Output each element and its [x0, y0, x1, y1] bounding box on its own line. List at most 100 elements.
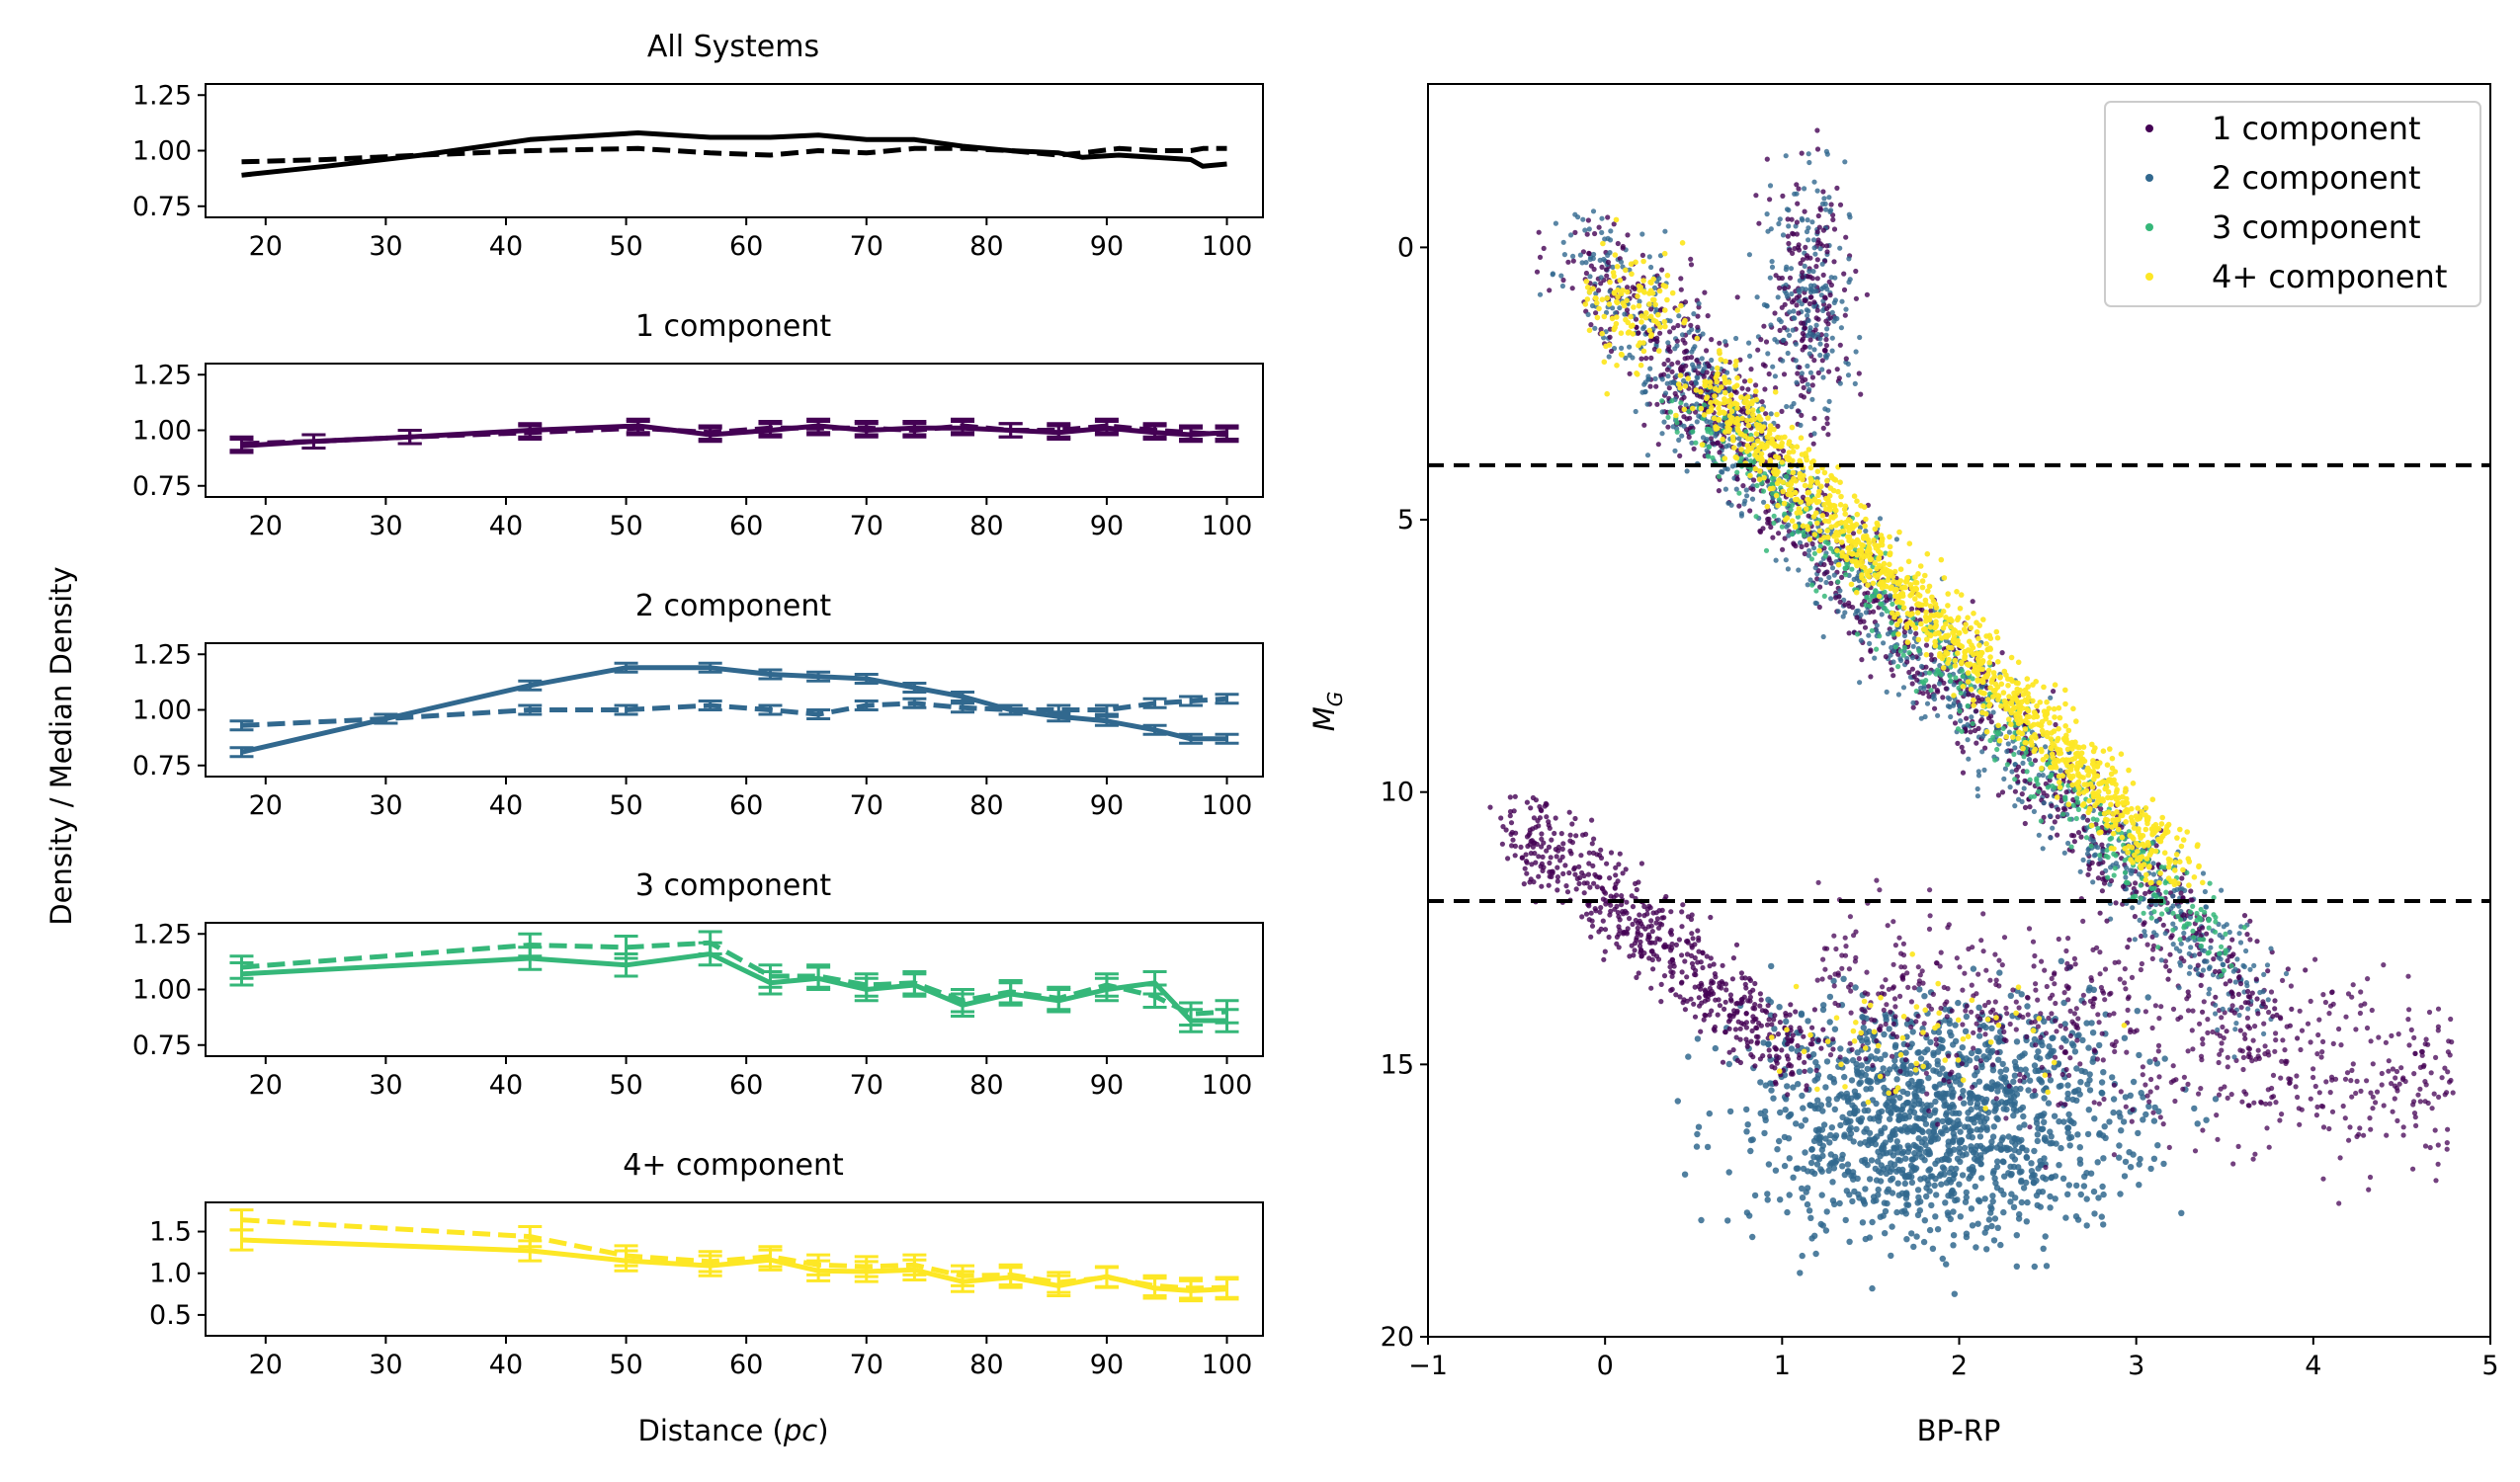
cmd-star	[2064, 1095, 2071, 1103]
cmd-star	[1650, 966, 1656, 972]
cmd-star	[2000, 1208, 2007, 1216]
cmd-star	[2235, 975, 2242, 981]
cmd-star	[2113, 900, 2119, 906]
cmd-star	[1966, 692, 1972, 698]
cmd-star	[2155, 1048, 2161, 1054]
cmd-star	[1957, 1128, 1964, 1135]
cmd-star	[1928, 1201, 1935, 1209]
cmd-star	[1785, 566, 1791, 572]
series-line-dashed	[241, 145, 1227, 165]
cmd-star	[1856, 1080, 1863, 1088]
cmd-star	[2178, 1015, 2184, 1021]
x-tick-label: 80	[969, 1070, 1003, 1101]
cmd-star	[1768, 1087, 1775, 1094]
cmd-star	[1903, 1192, 1910, 1198]
cmd-star	[2089, 860, 2095, 865]
cmd-star	[1900, 941, 1906, 947]
cmd-star	[1766, 1017, 1772, 1023]
cmd-star	[2041, 1155, 2048, 1162]
error-bar	[614, 661, 638, 674]
cmd-star	[1941, 1165, 1948, 1173]
cmd-star	[1949, 1102, 1956, 1109]
cmd-star	[2364, 1025, 2371, 1031]
cmd-star	[1968, 1049, 1975, 1057]
cmd-star	[2320, 992, 2326, 998]
cmd-star	[2150, 1155, 2158, 1163]
cmd-star	[2354, 1078, 2360, 1084]
cmd-star	[1717, 340, 1722, 346]
cmd-star	[1733, 942, 1740, 947]
cmd-star	[1737, 1026, 1743, 1031]
cmd-star	[1614, 892, 1620, 898]
cmd-star	[1645, 937, 1651, 943]
cmd-star	[1837, 588, 1843, 594]
cmd-star	[1951, 1171, 1958, 1179]
cmd-star	[2099, 888, 2105, 894]
cmd-star	[1782, 1107, 1789, 1113]
cmd-star	[1878, 1024, 1884, 1029]
cmd-star	[1974, 1094, 1982, 1101]
cmd-star	[1913, 1123, 1920, 1130]
cmd-star	[1907, 628, 1913, 635]
cmd-star	[1900, 976, 1906, 982]
cmd-star	[1547, 860, 1553, 866]
cmd-star	[1914, 1187, 1922, 1194]
cmd-star	[1982, 745, 1988, 751]
cmd-star	[2117, 1113, 2124, 1120]
cmd-star	[1780, 546, 1786, 552]
cmd-star	[2450, 1090, 2456, 1096]
cmd-star	[1989, 1193, 1996, 1199]
error-bar	[397, 429, 422, 446]
cmd-star	[2186, 950, 2192, 956]
cmd-star	[2031, 1147, 2038, 1155]
cmd-star	[2091, 1210, 2098, 1217]
cmd-star	[1945, 695, 1951, 700]
cmd-star	[1793, 1120, 1800, 1127]
cmd-star	[1755, 1033, 1761, 1040]
cmd-star	[1956, 1149, 1964, 1156]
cmd-star	[2272, 998, 2278, 1004]
cmd-star	[1934, 1061, 1942, 1068]
cmd-star	[1685, 1053, 1692, 1060]
cmd-star	[1951, 700, 1957, 706]
cmd-star	[2030, 1180, 2038, 1187]
cmd-star	[1705, 997, 1711, 1003]
cmd-star	[1860, 1197, 1868, 1205]
cmd-star	[1946, 1053, 1952, 1059]
cmd-star	[1945, 925, 1951, 931]
error-bar	[1215, 999, 1239, 1025]
cmd-star	[1710, 979, 1717, 986]
cmd-star	[2342, 1115, 2348, 1121]
cmd-star	[1828, 560, 1834, 566]
cmd-star	[1988, 1138, 1995, 1145]
cmd-star	[1716, 488, 1722, 494]
cmd-star	[2222, 1084, 2227, 1090]
cmd-star	[1725, 1169, 1732, 1176]
cmd-star	[1797, 1052, 1803, 1058]
cmd-star	[1809, 540, 1815, 547]
cmd-star	[1598, 855, 1605, 862]
cmd-star	[1842, 952, 1849, 958]
cmd-star	[1790, 1174, 1797, 1182]
cmd-star	[2315, 1031, 2321, 1038]
cmd-star	[1846, 630, 1852, 636]
cmd-star	[2101, 990, 2107, 996]
cmd-star	[1547, 825, 1553, 831]
cmd-star	[2240, 1054, 2246, 1060]
error-bar	[806, 708, 831, 720]
cmd-star	[1988, 719, 1994, 725]
cmd-star	[1934, 1117, 1941, 1124]
cmd-star	[1878, 1169, 1885, 1177]
cmd-star	[2125, 996, 2131, 1002]
cmd-star	[1572, 871, 1578, 877]
cmd-star	[1823, 579, 1829, 586]
cmd-star	[1945, 1193, 1952, 1199]
error-bar	[951, 988, 975, 1014]
cmd-star	[1896, 935, 1902, 941]
cmd-star	[2338, 1042, 2344, 1048]
cmd-star	[1909, 1127, 1916, 1134]
cmd-star	[1802, 1068, 1807, 1074]
cmd-star	[1868, 674, 1874, 680]
cmd-star	[2205, 1029, 2211, 1035]
cmd-star	[1697, 1003, 1703, 1009]
